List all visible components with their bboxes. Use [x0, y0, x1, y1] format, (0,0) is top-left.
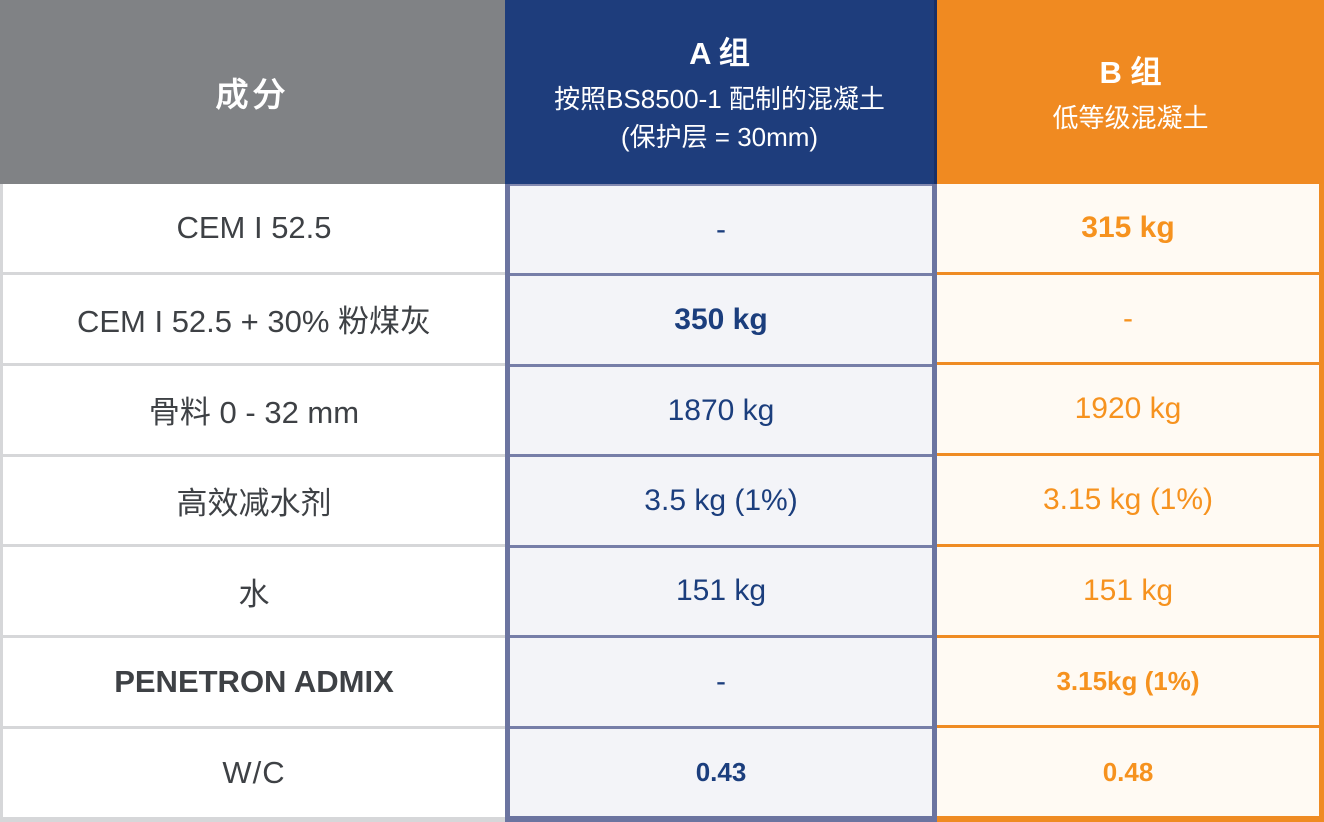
value-a-penetron-admix: - [510, 635, 932, 725]
header-group-a: A 组 按照BS8500-1 配制的混凝土(保护层 = 30mm) [505, 0, 937, 184]
value-a-cem-i-52-5: - [510, 184, 932, 273]
row-label-cem-i-52-5: CEM I 52.5 [176, 209, 332, 245]
group-a-subtitle: 按照BS8500-1 配制的混凝土(保护层 = 30mm) [554, 83, 885, 152]
row-label-aggregate: 骨料 0 - 32 mm [3, 362, 505, 454]
column-ingredients: 成分 CEM I 52.5 CEM I 52.5 + 30% 粉煤灰 骨料 0 … [0, 0, 505, 822]
group-b-title: B 组 [1099, 54, 1162, 90]
value-a-aggregate: 1870 kg [510, 363, 932, 454]
value-b-water: 151 kg [937, 543, 1319, 635]
ingredient-list: CEM I 52.5 CEM I 52.5 + 30% 粉煤灰 骨料 0 - 3… [0, 184, 505, 822]
row-label-cem-fly-ash: CEM I 52.5 + 30% 粉煤灰 [3, 271, 505, 363]
group-a-title: A 组 [689, 35, 750, 71]
row-label-water: 水 [3, 544, 505, 635]
value-b-superplasticizer: 3.15 kg (1%) [937, 453, 1319, 544]
group-a-values: - 350 kg 1870 kg 3.5 kg (1%) 151 kg - 0.… [505, 184, 937, 822]
header-ingredients: 成分 [0, 0, 505, 184]
column-group-a: A 组 按照BS8500-1 配制的混凝土(保护层 = 30mm) - 350 … [505, 0, 937, 822]
group-b-subtitle: 低等级混凝土 [1052, 102, 1209, 133]
column-group-b: B 组 低等级混凝土 315 kg - 1920 kg 3.15 kg (1%)… [937, 0, 1324, 822]
value-b-wc-ratio: 0.48 [937, 725, 1319, 816]
header-ingredients-label: 成分 [215, 76, 290, 113]
value-b-cem-i-52-5: 315 kg [1081, 210, 1175, 244]
row-label-penetron-admix: PENETRON ADMIX [3, 635, 505, 726]
value-a-superplasticizer: 3.5 kg (1%) [510, 454, 932, 544]
group-b-values: 315 kg - 1920 kg 3.15 kg (1%) 151 kg 3.1… [937, 184, 1324, 822]
row-label-superplasticizer: 高效减水剂 [3, 453, 505, 545]
value-b-penetron-admix: 3.15kg (1%) [937, 634, 1319, 726]
value-a-cem-fly-ash: 350 kg [510, 273, 932, 363]
row-label-wc-ratio: W/C [3, 726, 505, 817]
value-a-wc-ratio: 0.43 [510, 725, 932, 816]
value-b-aggregate: 1920 kg [937, 362, 1319, 453]
header-group-b: B 组 低等级混凝土 [937, 0, 1324, 184]
value-a-water: 151 kg [510, 544, 932, 635]
value-b-cem-fly-ash: - [937, 271, 1319, 363]
